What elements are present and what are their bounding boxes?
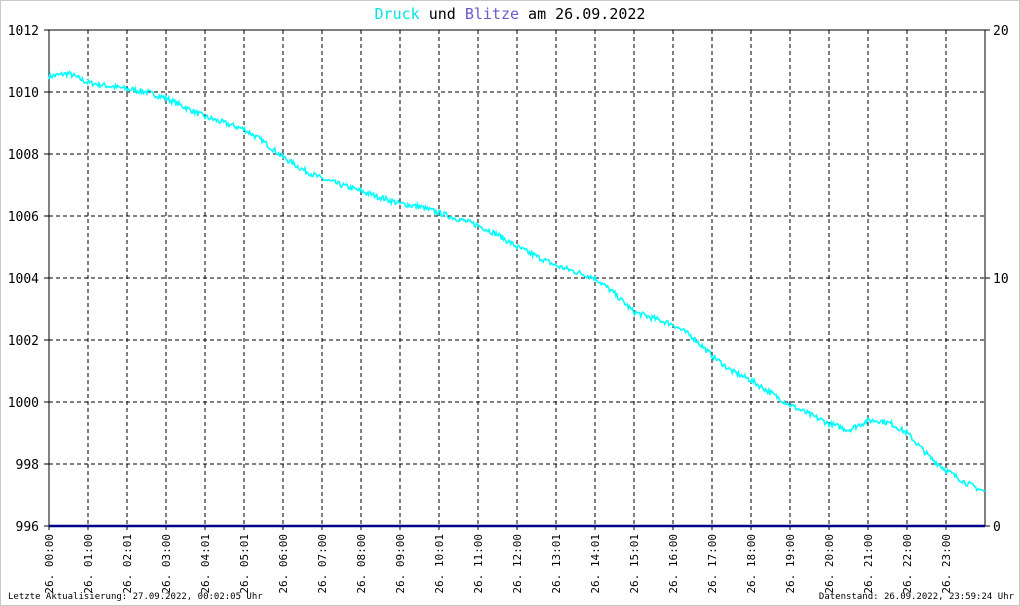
x-tick-label: 26. 23:00 [940,534,953,594]
title-pressure-word: Druck [374,5,420,23]
y-left-tick-label: 998 [16,458,39,473]
y-left-tick-label: 1004 [8,272,39,287]
x-tick-label: 26. 15:01 [628,534,641,594]
y-axis-left-labels: 1012 1010 1008 1006 1004 1002 1000 998 996 [8,24,49,535]
chart-title: Druck und Blitze am 26.09.2022 [0,5,1020,23]
x-tick-label: 26. 16:00 [667,534,680,594]
series-line-druck [48,70,986,493]
title-date: am 26.09.2022 [519,5,646,23]
x-tick-label: 26. 19:00 [784,534,797,594]
y-left-tick-label: 1010 [8,86,39,101]
y-right-tick-label: 0 [993,520,1001,535]
x-axis-labels: 26. 00:00 26. 01:00 26. 02:01 26. 03:00 26. … [43,526,953,594]
y-left-tick-label: 1012 [8,24,39,39]
y-left-tick-label: 1008 [8,148,39,163]
title-lightning-word: Blitze [464,5,520,23]
x-tick-label: 26. 14:01 [589,534,602,594]
x-tick-label: 26. 01:00 [82,534,95,594]
title-connector: und [419,5,465,23]
x-tick-label: 26. 09:00 [394,534,407,594]
x-tick-label: 26. 08:00 [355,534,368,594]
x-tick-label: 26. 05:01 [238,534,251,594]
x-tick-label: 26. 13:01 [550,534,563,594]
y-left-tick-label: 1002 [8,334,39,349]
x-tick-label: 26. 17:00 [706,534,719,594]
x-tick-label: 26. 21:00 [862,534,875,594]
x-tick-label: 26. 20:00 [823,534,836,594]
y-right-tick-label: 10 [993,272,1009,287]
x-tick-label: 26. 10:01 [433,534,446,594]
x-tick-label: 26. 11:00 [472,534,485,594]
y-left-tick-label: 1000 [8,396,39,411]
y-axis-right-labels: 20 10 0 [985,24,1009,535]
y-left-tick-label: 996 [16,520,39,535]
x-tick-label: 26. 07:00 [316,534,329,594]
footer-last-update: Letzte Aktualisierung: 27.09.2022, 00:02… [8,592,263,602]
x-tick-label: 26. 02:01 [121,534,134,594]
footer-data-status: Datenstand: 26.09.2022, 23:59:24 Uhr [818,592,1014,602]
x-tick-label: 26. 06:00 [277,534,290,594]
grid-lines [49,29,985,526]
series-group [48,70,986,528]
x-tick-label: 26. 00:00 [43,534,56,594]
x-tick-label: 26. 03:00 [160,534,173,594]
x-tick-label: 26. 04:01 [199,534,212,594]
x-tick-label: 26. 18:00 [745,534,758,594]
x-tick-label: 26. 22:00 [901,534,914,594]
y-right-tick-label: 20 [993,24,1009,39]
x-tick-label: 26. 12:00 [511,534,524,594]
y-left-tick-label: 1006 [8,210,39,225]
